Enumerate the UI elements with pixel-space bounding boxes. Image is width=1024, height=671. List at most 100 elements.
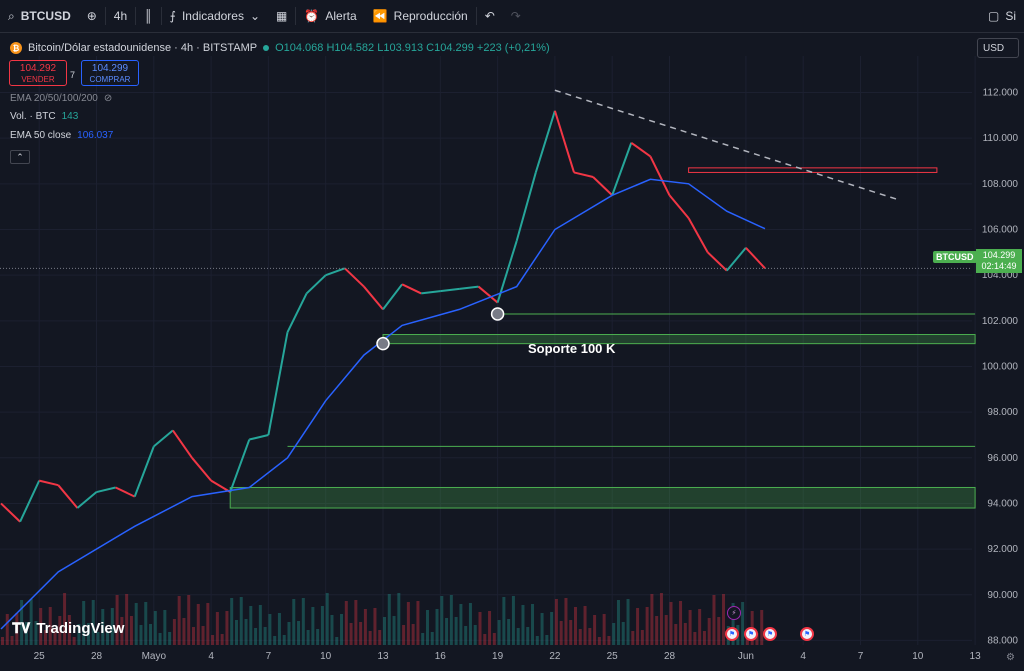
y-tick-label: 108.000 xyxy=(982,179,1019,190)
volume-bar xyxy=(201,626,205,645)
volume-bar xyxy=(650,594,654,645)
volume-bar xyxy=(53,629,57,645)
volume-bar xyxy=(67,615,71,645)
price-segment xyxy=(668,194,690,219)
price-segment xyxy=(687,217,709,253)
search-icon: ⌕ xyxy=(8,8,15,23)
currency-select[interactable]: USD xyxy=(977,38,1019,58)
fullscreen-button[interactable]: ▢ Si xyxy=(980,0,1024,33)
volume-bar xyxy=(373,608,377,645)
volume-bar xyxy=(139,625,143,645)
ohlc-values: O104.068 H104.582 L103.913 C104.299 +223… xyxy=(275,42,550,54)
downtrend-line xyxy=(554,89,899,201)
replay-button[interactable]: ⏪ Reproducción xyxy=(365,0,476,33)
price-segment xyxy=(76,491,98,509)
volume-bar xyxy=(698,609,702,645)
sell-button[interactable]: 104.292 VENDER xyxy=(9,60,67,86)
alert-button[interactable]: ⏰ Alerta xyxy=(296,0,364,33)
volume-indicator[interactable]: Vol. · BTC 143 xyxy=(10,111,78,122)
volume-bar xyxy=(516,628,520,645)
collapse-legend-button[interactable]: ⌃ xyxy=(10,150,30,164)
volume-bar xyxy=(569,620,573,645)
volume-bar xyxy=(545,635,549,645)
price-segment xyxy=(325,267,346,277)
symbol-search[interactable]: ⌕ BTCUSD xyxy=(0,0,79,33)
volume-bar xyxy=(702,631,706,645)
volume-bar xyxy=(325,593,329,645)
volume-bar xyxy=(559,621,563,645)
volume-bar xyxy=(497,620,501,645)
volume-bar xyxy=(554,599,558,645)
sell-price: 104.292 xyxy=(19,63,57,74)
compare-button[interactable]: ⊕ xyxy=(79,0,105,33)
price-segment xyxy=(726,247,747,272)
ema50-indicator[interactable]: EMA 50 close 106.037 xyxy=(10,130,113,141)
plus-circle-icon: ⊕ xyxy=(86,9,97,23)
x-tick-label: Mayo xyxy=(142,651,167,662)
volume-bar xyxy=(158,633,162,645)
volume-bar xyxy=(540,613,544,645)
replay-label: Reproducción xyxy=(393,9,468,23)
ema-set-indicator[interactable]: EMA 20/50/100/200 ⊘ xyxy=(10,93,112,104)
price-segment xyxy=(630,141,651,158)
price-segment xyxy=(0,502,21,523)
undo-button[interactable]: ↶ xyxy=(477,0,503,33)
price-segment xyxy=(573,171,594,178)
volume-bar xyxy=(268,614,272,645)
volume-bar xyxy=(531,604,535,645)
volume-bar xyxy=(406,602,410,645)
volume-bar xyxy=(483,634,487,645)
volume-bar xyxy=(349,623,353,645)
indicators-button[interactable]: ⨍ Indicadores ⌄ xyxy=(162,0,268,33)
volume-bar xyxy=(344,601,348,645)
redo-button[interactable]: ↷ xyxy=(503,0,529,33)
volume-bar xyxy=(311,607,315,645)
divider xyxy=(295,7,297,25)
volume-bar xyxy=(230,598,234,645)
current-price-label: 104.299 02:14:49 xyxy=(976,249,1022,273)
price-segment xyxy=(459,285,479,290)
price-segment xyxy=(421,290,441,295)
currency-label: USD xyxy=(983,42,1005,54)
event-us-flag-icon[interactable]: ⚑ xyxy=(725,627,739,641)
volume-bar xyxy=(588,628,592,645)
tradingview-logo[interactable]: 𝐓𝐕 TradingView xyxy=(12,620,124,637)
volume-bar xyxy=(10,636,14,645)
price-segment xyxy=(19,480,41,523)
gear-icon[interactable]: ⚙ xyxy=(1006,652,1015,663)
buy-button[interactable]: 104.299 COMPRAR xyxy=(81,60,139,86)
volume-bar xyxy=(29,599,33,645)
event-us-flag-icon[interactable]: ⚑ xyxy=(744,627,758,641)
volume-bar xyxy=(72,637,76,645)
price-segment xyxy=(382,283,403,311)
price-segment xyxy=(553,110,575,173)
chart-title: Bitcoin/Dólar estadounidense · 4h · BITS… xyxy=(28,42,258,54)
chart-type-button[interactable]: ║ xyxy=(136,0,161,33)
volume-bar xyxy=(363,609,367,645)
x-tick-label: 25 xyxy=(34,651,46,662)
interval-button[interactable]: 4h xyxy=(106,0,135,33)
volume-bar xyxy=(254,628,258,645)
volume-bar xyxy=(106,631,110,645)
volume-bar xyxy=(449,595,453,645)
y-tick-label: 88.000 xyxy=(987,635,1018,646)
y-tick-label: 90.000 xyxy=(987,590,1018,601)
chart-area[interactable] xyxy=(0,34,1024,671)
volume-bar xyxy=(15,613,19,645)
volume-bar xyxy=(659,593,663,645)
support-annotation[interactable]: Soporte 100 K xyxy=(528,341,616,356)
eye-off-icon[interactable]: ⊘ xyxy=(103,93,113,104)
sell-label: VENDER xyxy=(21,75,55,84)
volume-bar xyxy=(273,636,277,645)
layouts-button[interactable]: ▦ xyxy=(268,0,295,33)
event-lightning-icon[interactable]: ⚡ xyxy=(727,606,741,620)
volume-bar xyxy=(421,633,425,645)
x-tick-label: 13 xyxy=(377,651,389,662)
event-us-flag-icon[interactable]: ⚑ xyxy=(763,627,777,641)
volume-bar xyxy=(168,632,172,645)
volume-bar xyxy=(607,636,611,645)
event-us-flag-icon[interactable]: ⚑ xyxy=(800,627,814,641)
volume-bar xyxy=(521,605,525,645)
volume-bar xyxy=(669,602,673,645)
